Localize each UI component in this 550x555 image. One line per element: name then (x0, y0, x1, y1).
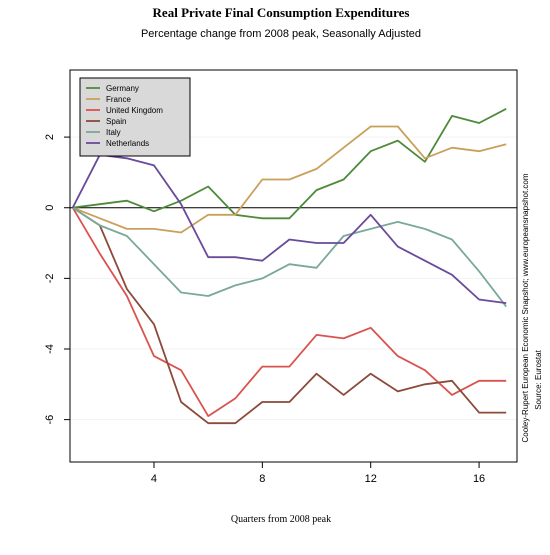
chart-subtitle: Percentage change from 2008 peak, Season… (141, 28, 421, 40)
series-line-netherlands (71, 153, 507, 304)
y-tick-label: -4 (44, 344, 56, 354)
legend-box (79, 77, 191, 157)
series-line-france (72, 125, 507, 234)
y-tick-label: 0 (44, 205, 56, 211)
legend-label: Netherlands (106, 139, 149, 148)
legend-label: Spain (106, 117, 126, 126)
y-tick-label: -6 (44, 415, 56, 425)
legend-label: France (106, 95, 131, 104)
plot-frame (69, 69, 518, 463)
x-tick-label: 12 (365, 473, 377, 485)
source-text: Source: Eurostat (534, 349, 543, 409)
legend-label: Italy (106, 128, 121, 137)
x-tick-label: 8 (259, 473, 265, 485)
series-line-germany (72, 108, 507, 220)
side-credit-text: Cooley-Rupert European Economic Snapshot… (521, 173, 530, 442)
x-axis-label: Quarters from 2008 peak (231, 514, 331, 525)
legend-label: United Kingdom (106, 106, 163, 115)
legend-label: Germany (106, 84, 139, 93)
x-tick-label: 16 (473, 473, 485, 485)
series-line-spain (72, 206, 507, 425)
series-line-italy (72, 206, 507, 308)
y-tick-label: -2 (44, 273, 56, 283)
chart-title: Real Private Final Consumption Expenditu… (153, 5, 410, 20)
x-tick-label: 4 (151, 473, 157, 485)
y-tick-label: 2 (44, 134, 56, 140)
series-line-united-kingdom (71, 207, 507, 417)
